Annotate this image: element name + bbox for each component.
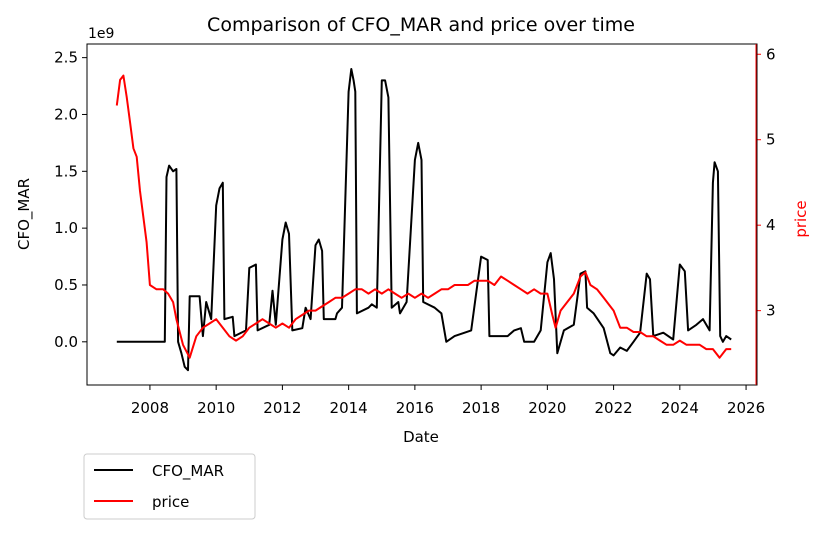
x-tick-label: 2018 [462,399,500,417]
left-tick-label: 2.5 [54,49,78,67]
legend-label-price: price [152,493,189,511]
right-axis-ticks: 3 4 5 6 [756,45,776,320]
left-axis-label: CFO_MAR [15,178,34,250]
left-axis-offset-text: 1e9 [88,26,114,42]
series-line-price [115,74,732,359]
right-tick-label: 6 [766,45,776,63]
x-tick-label: 2016 [396,399,434,417]
left-tick-label: 0.5 [54,276,78,294]
x-tick-label: 2014 [330,399,368,417]
plot-frame [86,43,758,386]
right-tick-label: 3 [766,302,776,320]
legend-label-cfo-mar: CFO_MAR [152,462,224,481]
x-axis-ticks: 2008 2010 2012 2014 2016 2018 2020 2022 2024 2026 [131,385,765,417]
right-axis-label: price [792,200,810,237]
left-tick-label: 1.0 [54,219,78,237]
left-tick-label: 0.0 [54,333,78,351]
x-tick-label: 2008 [131,399,169,417]
left-tick-label: 2.0 [54,105,78,123]
left-tick-label: 1.5 [54,162,78,180]
series-line-cfo-mar [116,68,732,372]
right-tick-label: 4 [766,216,776,234]
x-tick-label: 2010 [197,399,235,417]
x-tick-label: 2026 [727,399,765,417]
x-tick-label: 2020 [528,399,566,417]
x-tick-label: 2012 [263,399,301,417]
series-layer [115,68,732,372]
x-tick-label: 2022 [594,399,632,417]
x-tick-label: 2024 [661,399,699,417]
right-tick-label: 5 [766,131,776,149]
legend: CFO_MAR price [83,453,256,520]
left-axis-ticks: 0.0 0.5 1.0 1.5 2.0 2.5 [54,49,87,351]
chart-title: Comparison of CFO_MAR and price over tim… [207,14,635,36]
x-axis-label: Date [403,428,439,446]
